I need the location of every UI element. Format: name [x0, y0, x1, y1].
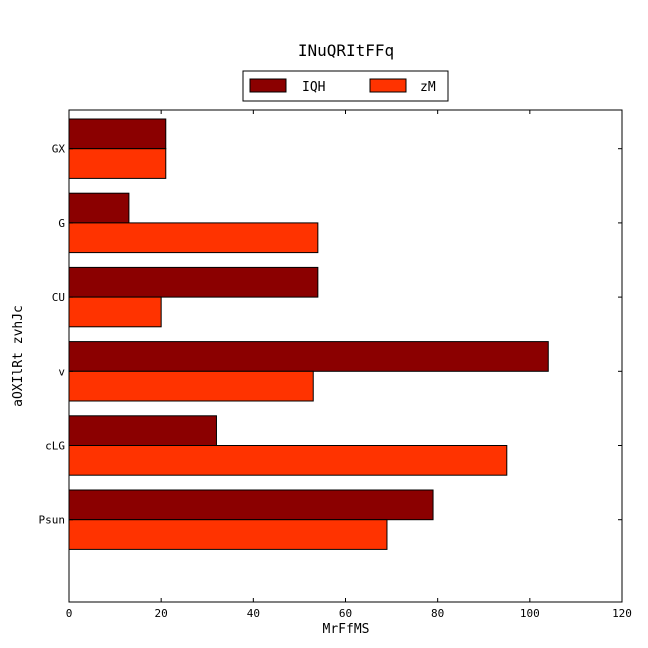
bar-series-1-5 — [68, 489, 434, 521]
bar-series-2-3 — [68, 370, 314, 402]
y-tick-label: cLG — [45, 440, 65, 453]
bar-series-1-4 — [68, 415, 217, 446]
x-tick-label: 120 — [612, 607, 632, 620]
bar-series-1-3 — [68, 341, 549, 372]
x-axis-ticks: 0 20 40 60 80 100 120 — [66, 110, 632, 620]
legend: IQH zM — [242, 70, 449, 102]
legend-label-series-1: IQH — [302, 80, 325, 95]
y-axis-label: aOXIlRt zvhJc — [11, 305, 26, 407]
x-tick-label: 40 — [247, 607, 260, 620]
y-tick-label: CU — [52, 291, 65, 304]
plot-area: 0 20 40 60 80 100 120 GX G CU v cLG Psun — [39, 109, 632, 620]
bar-series-1-1 — [68, 192, 130, 224]
bar-series-2-5 — [68, 519, 388, 550]
legend-swatch-series-2 — [369, 78, 407, 93]
bar-series-2-1 — [68, 222, 319, 254]
x-tick-label: 80 — [431, 607, 444, 620]
y-tick-label: Psun — [39, 514, 66, 527]
x-tick-label: 20 — [155, 607, 168, 620]
bars-group — [68, 118, 549, 550]
legend-swatch-series-1 — [249, 78, 287, 93]
y-tick-label: GX — [52, 143, 66, 156]
bar-series-2-4 — [68, 445, 508, 476]
x-tick-label: 0 — [66, 607, 73, 620]
y-tick-label: G — [58, 217, 65, 230]
bar-series-1-0 — [68, 118, 167, 150]
bar-series-2-2 — [68, 296, 162, 328]
bar-series-1-2 — [68, 266, 319, 298]
y-tick-label: v — [58, 365, 65, 378]
chart-title: INuQRItFFq — [298, 41, 394, 60]
x-tick-label: 100 — [520, 607, 540, 620]
bar-series-2-0 — [68, 148, 167, 179]
x-axis-label: MrFfMS — [323, 622, 370, 637]
y-axis-ticks: GX G CU v cLG Psun — [39, 143, 622, 527]
x-tick-label: 60 — [339, 607, 352, 620]
legend-label-series-2: zM — [420, 80, 436, 95]
